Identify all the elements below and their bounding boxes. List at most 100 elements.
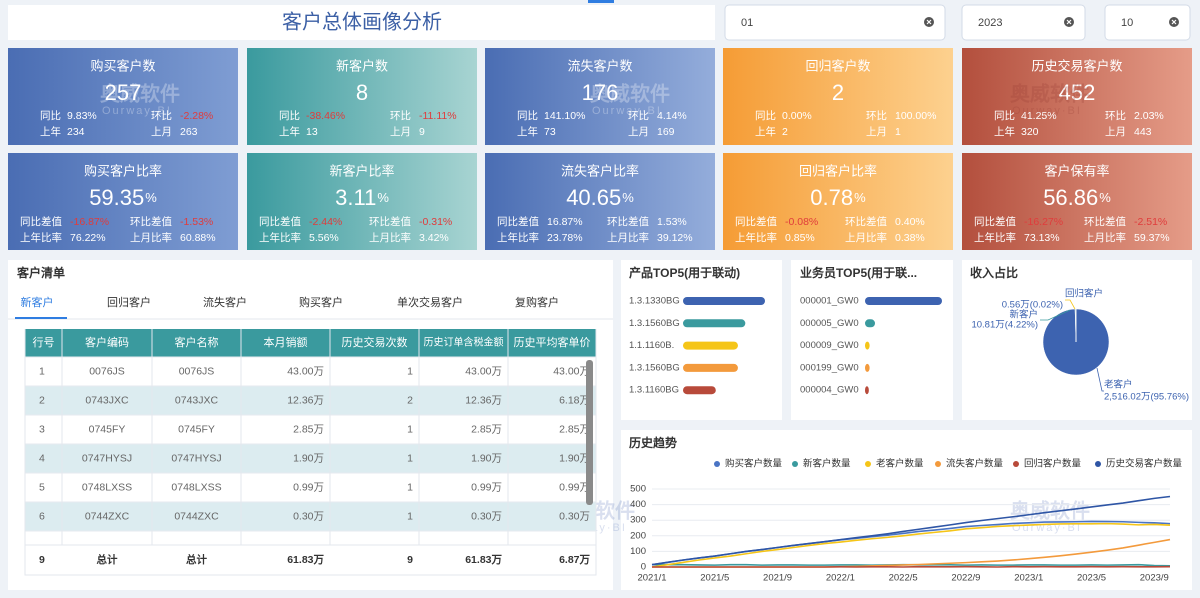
- kpi-card: [8, 48, 238, 145]
- clear-cross: [926, 19, 932, 25]
- legend-label[interactable]: 新客户数量: [803, 458, 851, 470]
- metric-label: 上月: [866, 126, 887, 138]
- tab[interactable]: 单次交易客户: [397, 295, 463, 309]
- clear-cross: [1066, 19, 1072, 25]
- table-cell: 1: [407, 452, 413, 464]
- metric-value: 1.53%: [657, 216, 687, 228]
- metric-value: 0.38%: [895, 232, 925, 244]
- table-header: 历史平均客单价: [514, 335, 591, 349]
- clear-cross: [1171, 19, 1177, 25]
- metric-label: 上年: [40, 125, 61, 138]
- legend-swatch[interactable]: [1013, 461, 1019, 467]
- x-tick-label: 2023/9: [1140, 573, 1169, 584]
- table-cell: 0.30万: [293, 510, 324, 522]
- metric-value: 16.87%: [547, 216, 583, 228]
- tab[interactable]: 购买客户: [299, 295, 343, 309]
- metric-label: 上年: [517, 125, 538, 138]
- kpi-title: 回归客户比率: [799, 163, 877, 178]
- legend-swatch[interactable]: [714, 461, 720, 467]
- table-cell: 0743JXC: [85, 394, 129, 406]
- kpi-card: [8, 153, 238, 250]
- legend-swatch[interactable]: [1095, 461, 1101, 467]
- kpi-number: 3.11: [335, 185, 376, 210]
- table-cell: 9: [39, 554, 45, 566]
- metric-value: 169: [657, 126, 675, 138]
- filter-box[interactable]: [1104, 4, 1191, 41]
- filter-box[interactable]: [961, 4, 1086, 41]
- metric-value: 73: [544, 126, 556, 138]
- metric-label: 上月: [628, 126, 649, 138]
- bar-label: 1.3.1560BG: [629, 318, 680, 329]
- legend-label[interactable]: 流失客户数量: [946, 458, 1004, 470]
- tab[interactable]: 复购客户: [515, 295, 559, 309]
- bar[interactable]: [865, 363, 870, 372]
- kpi-title: 流失客户数: [567, 58, 632, 73]
- filter-box[interactable]: [724, 4, 946, 41]
- table-cell: 6.87万: [559, 554, 590, 566]
- x-tick-label: 2021/1: [637, 573, 666, 584]
- table-row[interactable]: [24, 356, 597, 387]
- bar-label: 000001_GW0: [800, 296, 859, 307]
- table-cell: 0748LXSS: [82, 481, 132, 493]
- kpi-number: 8: [356, 80, 368, 105]
- legend-swatch[interactable]: [865, 461, 871, 467]
- bar[interactable]: [683, 363, 738, 372]
- table-cell: 12.36万: [465, 394, 502, 406]
- table-cell: 0.99万: [471, 481, 502, 493]
- metric-label: 环比: [1105, 109, 1126, 122]
- tab[interactable]: 新客户: [21, 295, 54, 309]
- table-row[interactable]: [24, 414, 597, 445]
- metric-label: 上月比率: [845, 231, 887, 244]
- metric-value: 23.78%: [547, 232, 583, 244]
- pie-value-label: 0.56万(0.02%): [1002, 300, 1063, 311]
- metric-value: -16.87%: [70, 216, 109, 228]
- scrollbar[interactable]: [586, 360, 593, 505]
- metric-value: 41.25%: [1021, 110, 1057, 122]
- kpi-card: [962, 48, 1192, 145]
- legend-label[interactable]: 老客户数量: [876, 458, 924, 470]
- bar[interactable]: [683, 319, 746, 328]
- kpi-card: [723, 153, 953, 250]
- x-tick-label: 2023/5: [1077, 573, 1106, 584]
- metric-label: 上年比率: [974, 231, 1016, 244]
- y-tick-label: 200: [630, 530, 646, 541]
- bar[interactable]: [683, 386, 716, 395]
- pie-value-label: 2,516.02万(95.76%): [1104, 392, 1189, 403]
- watermark-brand: 奥威软件: [1010, 498, 1090, 522]
- kpi-unit: %: [1099, 190, 1111, 205]
- bar[interactable]: [865, 386, 869, 395]
- legend-label[interactable]: 历史交易客户数量: [1106, 458, 1183, 470]
- table-cell: 61.83万: [287, 554, 324, 566]
- chart-title: 业务员TOP5(用于联...: [800, 265, 917, 280]
- legend-label[interactable]: 回归客户数量: [1024, 458, 1082, 470]
- tab[interactable]: 回归客户: [107, 295, 151, 309]
- bar[interactable]: [865, 319, 876, 328]
- table-row[interactable]: [24, 385, 597, 416]
- metric-label: 同比: [279, 109, 300, 122]
- metric-value: 263: [180, 126, 198, 138]
- metric-label: 环比: [151, 109, 172, 122]
- metric-value: 1: [895, 126, 901, 138]
- metric-value: -0.31%: [419, 216, 452, 228]
- metric-label: 上年比率: [20, 231, 62, 244]
- legend-label[interactable]: 购买客户数量: [725, 458, 783, 470]
- bar[interactable]: [683, 341, 738, 350]
- bar-label: 1.3.1560BG: [629, 362, 680, 373]
- table-cell: 0744ZXC: [174, 510, 219, 522]
- metric-label: 上月比率: [607, 231, 649, 244]
- table-cell: 总计: [186, 553, 207, 566]
- kpi-card: [723, 48, 953, 145]
- tab[interactable]: 流失客户: [203, 295, 247, 309]
- table-header: 行号: [33, 336, 55, 349]
- metric-label: 同比: [517, 109, 538, 122]
- bar[interactable]: [683, 297, 765, 305]
- legend-swatch[interactable]: [792, 461, 798, 467]
- bar[interactable]: [865, 297, 942, 305]
- table-cell: 1: [39, 365, 45, 377]
- bar[interactable]: [865, 341, 870, 350]
- kpi-value: 40.65%: [566, 185, 634, 210]
- legend-swatch[interactable]: [935, 461, 941, 467]
- metric-label: 上月比率: [1084, 231, 1126, 244]
- x-tick-label: 2023/1: [1014, 573, 1043, 584]
- kpi-number: 40.65: [566, 185, 621, 210]
